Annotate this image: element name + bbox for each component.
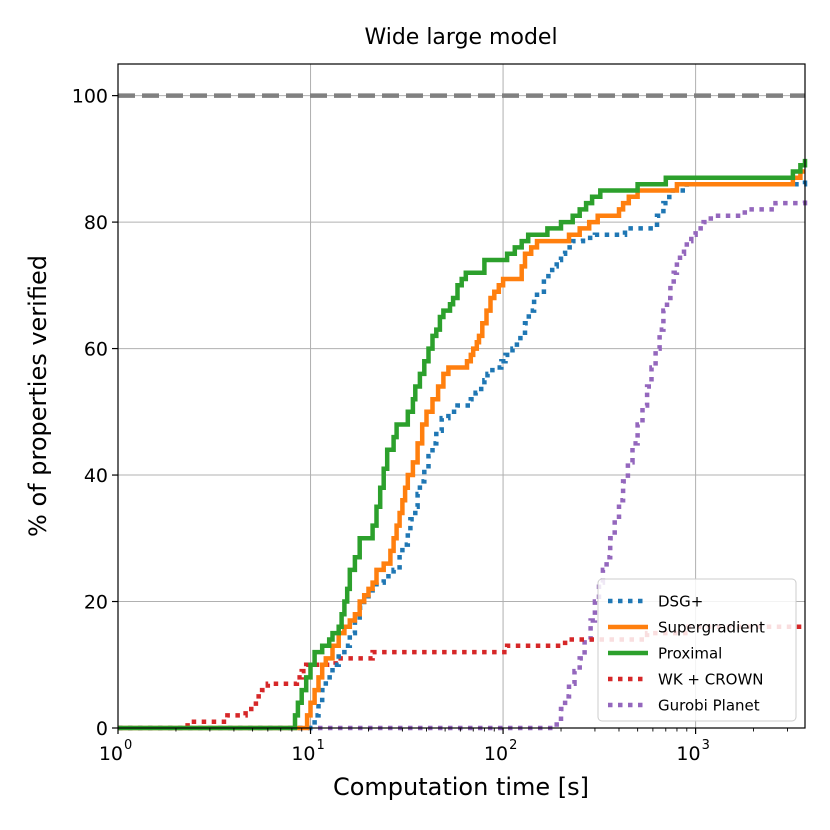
plot-frame — [117, 63, 806, 729]
chart-title: Wide large model — [364, 25, 557, 50]
x-tick-label-base: 10 — [484, 743, 508, 765]
y-tick-label: 60 — [84, 339, 108, 361]
y-tick-label: 20 — [84, 592, 108, 614]
y-tick-labels: 0 20 40 60 80 100 — [72, 86, 108, 740]
tick-marks — [112, 95, 788, 734]
x-tick-label-exponent: 2 — [509, 738, 517, 753]
series-line-wk-crown — [118, 624, 805, 731]
legend-label: Supergradient — [658, 619, 765, 637]
x-tick-label-exponent: 1 — [317, 738, 325, 753]
series-line-gurobi-planet — [118, 196, 808, 731]
x-tick-labels: 10 0 10 1 10 2 10 3 — [99, 738, 710, 765]
x-tick-label: 10 1 — [291, 738, 324, 765]
legend: DSG+ Supergradient Proximal WK + CROWN Gurob… — [597, 578, 797, 722]
x-axis-title: Computation time [s] — [333, 773, 589, 801]
legend-label: WK + CROWN — [658, 671, 764, 689]
x-tick-label-exponent: 0 — [124, 738, 132, 753]
series-line-proximal — [118, 158, 808, 731]
x-tick-label: 10 2 — [484, 738, 517, 765]
x-tick-label-exponent: 3 — [702, 738, 710, 753]
y-tick-label: 0 — [96, 718, 108, 740]
x-tick-label-base: 10 — [99, 743, 123, 765]
series-line-supergradient — [118, 169, 805, 731]
y-tick-label: 100 — [72, 86, 108, 108]
legend-label: Gurobi Planet — [658, 697, 760, 715]
x-tick-label: 10 0 — [99, 738, 132, 765]
series-group — [118, 158, 808, 731]
y-tick-label: 40 — [84, 465, 108, 487]
legend-label: Proximal — [658, 645, 722, 663]
x-tick-label-base: 10 — [676, 743, 700, 765]
legend-label: DSG+ — [658, 593, 703, 611]
legend-box — [597, 578, 797, 722]
y-axis-title: % of properties verified — [24, 255, 52, 537]
x-tick-label-base: 10 — [291, 743, 315, 765]
x-tick-label: 10 3 — [676, 738, 709, 765]
y-tick-label: 80 — [84, 212, 108, 234]
